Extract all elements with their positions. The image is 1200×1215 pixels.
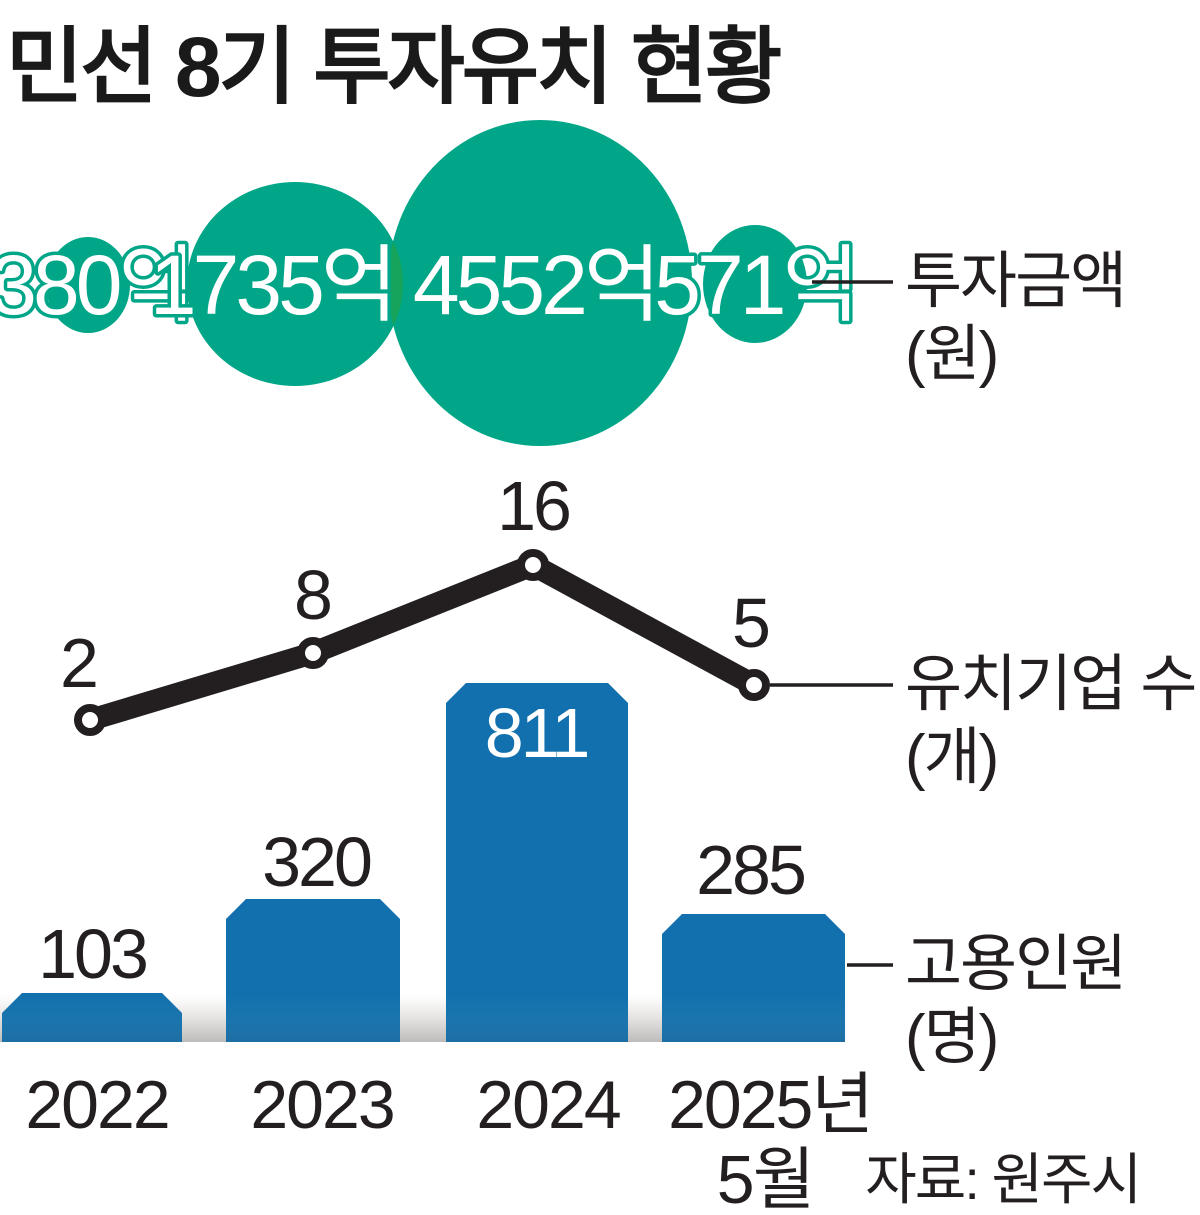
line-series (74, 549, 770, 736)
bubble-2023 (187, 182, 403, 386)
bubble-value-2023: 1735억 (150, 238, 394, 332)
axis-label-2024: 2024 (476, 1067, 621, 1143)
bubble-series: 380억 1735억 4552억 571억 (0, 120, 863, 446)
bubble-value-2022: 380억 (0, 238, 192, 332)
legend-investment-name: 투자금액 (905, 247, 1127, 316)
bar-value-2023: 320 (262, 823, 371, 901)
line-value-2025: 5 (732, 584, 768, 662)
source-credit: 자료: 원주시 (865, 1148, 1142, 1211)
line-value-2022: 2 (60, 624, 96, 702)
value-labels: 2 8 16 5 103 320 811 285 (38, 467, 807, 993)
legend-companies-unit: (개) (905, 723, 999, 792)
bar-value-2022: 103 (38, 915, 146, 993)
line-value-2024: 16 (497, 467, 569, 545)
line-marker-2022 (74, 704, 106, 736)
axis-label-2022: 2022 (25, 1067, 170, 1143)
bubble-value-2024: 4552억 (413, 238, 657, 332)
legend-employment-unit: (명) (905, 1003, 999, 1072)
axis-label-2023: 2023 (250, 1067, 395, 1143)
bubble-value-2025: 571억 (654, 238, 855, 332)
bar-value-2025: 285 (696, 831, 804, 909)
bubble-2022 (46, 237, 130, 333)
line-path (79, 554, 765, 731)
page-title: 민선 8기 투자유치 현황 (6, 20, 782, 114)
legend-investment-unit: (원) (905, 320, 999, 389)
line-marker-2025 (738, 669, 770, 701)
legend-employment: 고용인원 (명) (905, 928, 1127, 1074)
legend-investment: 투자금액 (원) (905, 245, 1127, 391)
legend-companies: 유치기업 수 (개) (905, 648, 1197, 794)
legend-employment-name: 고용인원 (905, 930, 1127, 999)
line-marker-2024 (517, 549, 549, 581)
axis-label-2025: 2025년 (668, 1067, 874, 1143)
axis-label-2025-month: 5월 (716, 1142, 815, 1215)
line-marker-2023 (297, 637, 329, 669)
legend-companies-name: 유치기업 수 (905, 650, 1197, 719)
bar-2024 (446, 683, 628, 1042)
bar-value-2024: 811 (485, 694, 588, 772)
bubble-2024 (388, 120, 692, 446)
baseline-band-overlay (0, 995, 845, 1042)
bubble-2025 (703, 225, 807, 343)
line-value-2023: 8 (294, 556, 330, 634)
legend-connectors (770, 280, 893, 967)
